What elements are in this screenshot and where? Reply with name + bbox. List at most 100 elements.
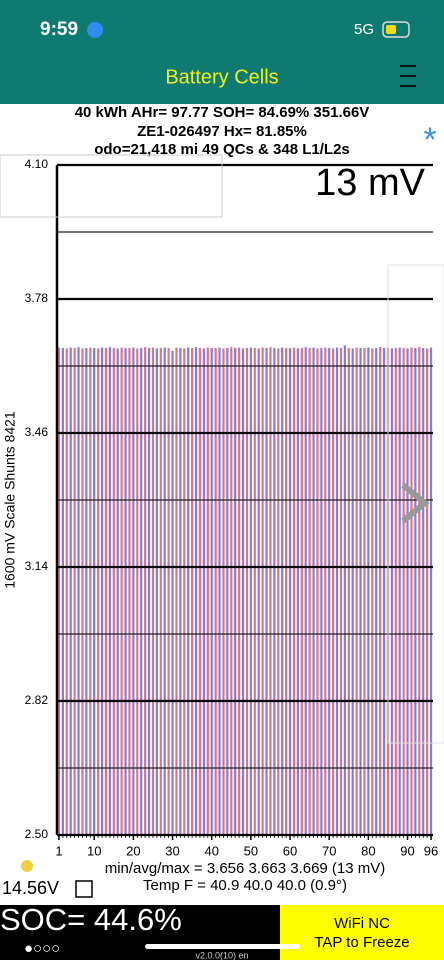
cell-bar <box>183 348 186 835</box>
soc: SOC= 44.6% <box>0 902 182 937</box>
cell-bar <box>343 345 346 835</box>
cell-bar <box>296 348 299 835</box>
x-tick-label: 70 <box>322 843 336 858</box>
cell-bar <box>324 347 327 835</box>
overlay-box <box>387 264 444 744</box>
cell-bar <box>136 348 139 835</box>
cell-bar <box>120 347 123 835</box>
freeze-label: TAP to Freeze <box>314 934 409 951</box>
calendar-icon[interactable] <box>75 880 93 898</box>
battery-icon <box>382 21 410 38</box>
cell-bar <box>398 347 401 835</box>
cell-bar <box>65 348 68 835</box>
cell-bar <box>410 347 413 835</box>
cell-bar <box>163 347 166 835</box>
bulb-icon[interactable] <box>21 860 33 872</box>
screen-title: Battery Cells <box>165 66 278 88</box>
cell-bar <box>104 347 108 835</box>
y-tick-label: 4.10 <box>25 157 49 171</box>
y-tick-label: 2.50 <box>25 827 49 841</box>
cell-bar <box>300 347 303 835</box>
cell-bar <box>191 347 194 835</box>
cell-bar <box>77 347 80 835</box>
cell-bar <box>316 348 319 835</box>
cell-bar <box>230 347 233 835</box>
cell-bar <box>69 347 72 835</box>
x-tick-label: 40 <box>204 843 218 858</box>
cell-bar <box>390 348 393 835</box>
cell-bar <box>218 347 221 835</box>
cell-bar <box>418 347 421 835</box>
cell-bar <box>273 347 276 835</box>
y-axis-label: 1600 mV Scale Shunts 8421 <box>2 411 18 589</box>
cell-bar <box>339 347 343 835</box>
cell-bar <box>187 347 190 835</box>
cell-bar <box>140 347 143 835</box>
cell-bar <box>367 347 370 835</box>
cell-bar <box>308 347 311 835</box>
cell-bar <box>288 347 292 835</box>
cell-bar <box>202 348 205 835</box>
x-tick-label: 60 <box>283 843 297 858</box>
wifi-status: WiFi NC <box>334 915 390 932</box>
aux-voltage: 14.56V <box>2 878 59 898</box>
cell-bar <box>335 347 339 835</box>
x-tick-label: 90 <box>400 843 414 858</box>
overlay-box <box>0 154 223 218</box>
location-icon <box>87 22 103 38</box>
cell-bar <box>147 347 151 835</box>
temperature: Temp F = 40.9 40.0 40.0 (0.9°) <box>143 877 347 894</box>
cell-bar <box>144 347 147 835</box>
y-tick-label: 3.78 <box>25 291 49 305</box>
cell-bar <box>328 347 331 835</box>
y-tick-label: 3.14 <box>25 559 49 573</box>
cell-bar <box>61 347 64 835</box>
asterisk[interactable]: * <box>423 121 436 159</box>
spread-label: 13 mV <box>315 162 425 204</box>
battery-level <box>386 25 396 34</box>
next-arrow[interactable] <box>401 482 430 524</box>
cell-bar <box>73 347 76 835</box>
cell-bar <box>359 347 362 835</box>
cell-bar <box>402 347 405 835</box>
y-tick-label: 2.82 <box>25 693 49 707</box>
cell-bar <box>116 348 119 835</box>
cell-bar <box>382 347 386 835</box>
cell-bar <box>265 347 268 835</box>
cell-bar <box>371 348 374 835</box>
home-indicator <box>145 944 300 949</box>
x-tick-label: 1 <box>55 843 62 858</box>
cell-bar <box>226 347 229 835</box>
top-bar <box>0 0 444 104</box>
cell-bar <box>206 347 209 835</box>
cell-bar <box>351 348 354 835</box>
cell-bar <box>93 347 96 835</box>
cell-bar <box>249 347 252 835</box>
freeze-button[interactable] <box>280 905 444 960</box>
cell-bar <box>277 348 280 835</box>
cell-bar <box>257 348 260 835</box>
cell-bar <box>112 347 115 835</box>
page-dots[interactable]: ●○○○ <box>24 940 60 957</box>
cell-bar <box>292 347 296 835</box>
cell-bar <box>179 347 182 835</box>
cell-bar <box>159 347 162 835</box>
cell-bar <box>355 347 358 835</box>
x-tick-label: 30 <box>165 843 179 858</box>
cell-bar <box>210 347 213 835</box>
cell-bar <box>124 347 127 835</box>
cell-bar <box>194 347 198 835</box>
clock: 9:59 <box>40 19 78 40</box>
info-line: 40 kWh AHr= 97.77 SOH= 84.69% 351.66V <box>75 104 370 121</box>
cell-bar <box>304 347 307 835</box>
cell-bar <box>312 347 315 835</box>
x-tick-label: 80 <box>361 843 375 858</box>
cell-bar <box>422 347 425 835</box>
cell-bar <box>128 347 131 835</box>
cell-bar <box>81 348 84 835</box>
y-tick-label: 3.46 <box>25 425 49 439</box>
menu-button[interactable] <box>400 65 416 87</box>
cell-bar <box>222 348 225 835</box>
cell-bar <box>238 347 241 835</box>
